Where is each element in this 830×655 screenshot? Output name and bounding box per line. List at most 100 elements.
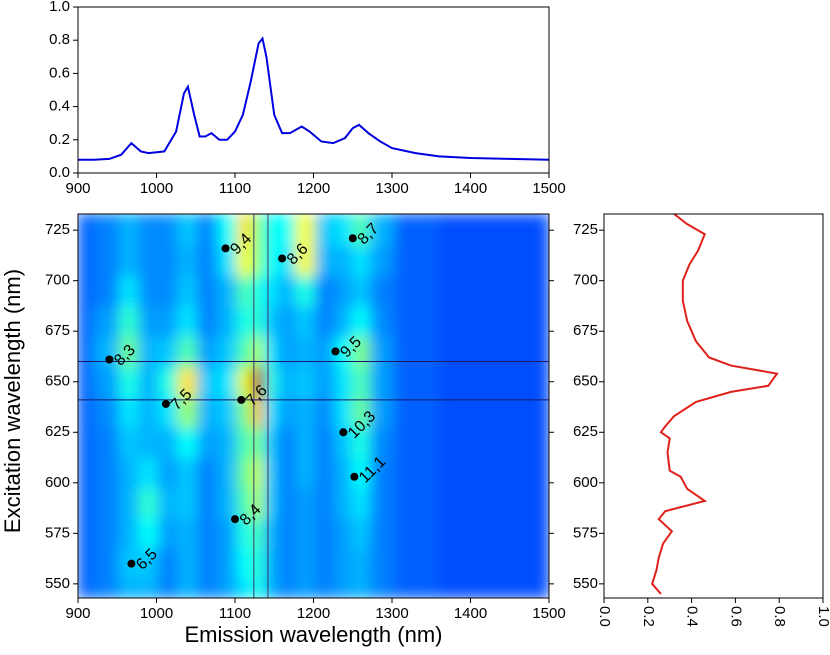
heat-cell [314, 487, 336, 519]
heat-cell [509, 487, 549, 519]
heat-cell [138, 396, 159, 428]
heat-cell [252, 457, 265, 489]
heat-cell [509, 426, 549, 459]
heat-cell [252, 275, 265, 307]
heat-cell [352, 547, 371, 580]
heat-cell [509, 547, 549, 580]
heat-cell [369, 275, 395, 307]
heat-cell [509, 335, 549, 368]
heat-cell [236, 457, 254, 489]
heat-cell [334, 396, 354, 428]
heat-cell [197, 578, 218, 598]
y-tick-label: 0.6 [49, 64, 70, 81]
y-tick-label: 1.0 [49, 0, 70, 15]
heat-cell [295, 214, 316, 246]
assignment-point [339, 428, 348, 437]
y-tick-label: 725 [45, 221, 70, 238]
heat-cell [438, 305, 511, 337]
heat-cell [236, 426, 254, 459]
heat-cell [393, 214, 440, 246]
heat-cell [197, 396, 218, 428]
heat-cell [216, 547, 238, 580]
heat-cell [277, 547, 297, 580]
heat-cell [509, 214, 549, 246]
heat-cell [177, 366, 199, 398]
heat-cell [277, 214, 297, 246]
y-axis-title: Excitation wavelength (nm) [0, 269, 25, 533]
heat-cell [438, 426, 511, 459]
x-tick-label: 900 [65, 180, 90, 197]
heat-cell [93, 366, 120, 398]
heat-cell [393, 457, 440, 489]
heat-cell [393, 426, 440, 459]
heat-cell [138, 244, 159, 277]
heat-cell [216, 487, 238, 519]
heat-cell [334, 214, 354, 246]
heat-cell [314, 335, 336, 368]
heat-cell [334, 426, 354, 459]
heat-cell [252, 366, 265, 398]
assignment-point [278, 254, 287, 263]
heat-cell [78, 275, 95, 307]
heat-cell [509, 305, 549, 337]
heat-cell [314, 426, 336, 459]
heat-cell [369, 578, 395, 598]
heat-cell [314, 244, 336, 277]
heat-cell [277, 366, 297, 398]
heat-cell [352, 275, 371, 307]
heatmap-cells [78, 214, 549, 598]
x-tick-label: 1.0 [815, 606, 830, 627]
x-tick-label: 1100 [219, 180, 251, 197]
heat-cell [118, 244, 140, 277]
heat-cell [236, 487, 254, 519]
assignment-point [221, 244, 230, 253]
heat-cell [118, 366, 140, 398]
y-tick-label: 0.0 [49, 164, 70, 181]
heat-cell [263, 214, 279, 246]
heat-cell [314, 578, 336, 598]
heat-cell [197, 457, 218, 489]
heat-cell [236, 517, 254, 549]
heat-cell [216, 275, 238, 307]
heat-cell [138, 547, 159, 580]
x-tick-label: 1000 [140, 180, 173, 197]
heat-cell [177, 457, 199, 489]
heat-cell [352, 457, 371, 489]
heat-cell [369, 305, 395, 337]
heat-cell [93, 214, 120, 246]
heat-cell [197, 275, 218, 307]
heat-cell [93, 547, 120, 580]
heat-cell [138, 517, 159, 549]
heat-cell [197, 335, 218, 368]
heat-cell [369, 366, 395, 398]
heat-cell [393, 244, 440, 277]
heat-cell [118, 305, 140, 337]
y-tick-label: 575 [573, 524, 598, 541]
y-tick-label: 675 [573, 322, 598, 339]
heat-cell [197, 214, 218, 246]
y-tick-label: 550 [45, 575, 70, 592]
heat-cell [252, 426, 265, 459]
heat-cell [177, 244, 199, 277]
assignment-point [161, 399, 170, 408]
heat-cell [157, 578, 179, 598]
heat-cell [216, 457, 238, 489]
heat-cell [177, 305, 199, 337]
assignment-point [127, 559, 136, 568]
heat-cell [216, 517, 238, 549]
heat-cell [118, 275, 140, 307]
heat-cell [352, 487, 371, 519]
heat-cell [277, 578, 297, 598]
heat-cell [216, 244, 238, 277]
heat-cell [118, 214, 140, 246]
heat-cell [93, 517, 120, 549]
line-series [651, 213, 779, 595]
heat-cell [509, 244, 549, 277]
heat-cell [334, 547, 354, 580]
heat-cell [277, 244, 297, 277]
heat-cell [157, 335, 179, 368]
plot-frame [77, 6, 550, 174]
y-tick-label: 550 [573, 575, 598, 592]
heat-cell [138, 275, 159, 307]
heat-cell [438, 578, 511, 598]
